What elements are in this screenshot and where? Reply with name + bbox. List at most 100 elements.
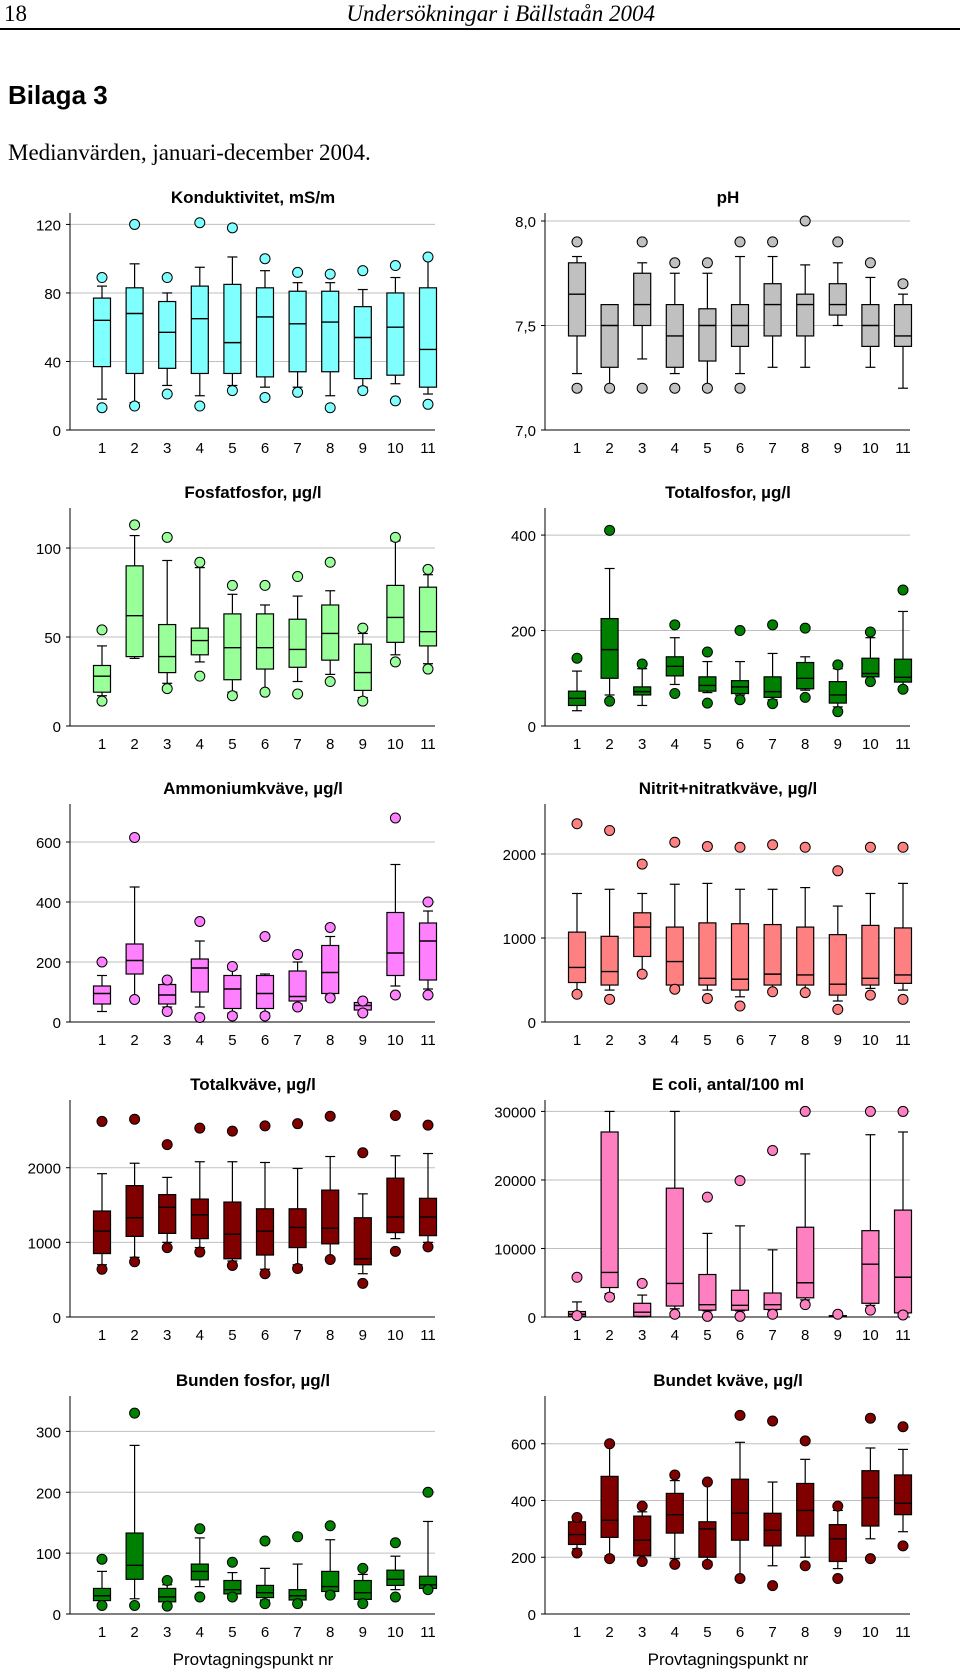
outlier-point (571, 1512, 583, 1524)
outlier-point (799, 1435, 811, 1447)
outlier-point (357, 1147, 369, 1159)
box-11 (893, 278, 913, 389)
outlier-point (799, 987, 811, 999)
running-title: Undersökningar i Bällstaån 2004 (346, 1, 655, 26)
outlier-point (389, 531, 401, 543)
outlier-point (422, 1584, 434, 1596)
box (861, 924, 880, 986)
box-4 (190, 1523, 209, 1603)
box-10 (861, 1412, 880, 1565)
outlier-point (571, 1271, 583, 1283)
box-9 (353, 995, 372, 1019)
outlier-point (324, 402, 336, 414)
box-5 (223, 222, 242, 397)
outlier-point (701, 382, 713, 394)
box-2 (600, 1110, 619, 1303)
outlier-point (161, 1242, 173, 1254)
y-tick-label: 400 (511, 528, 536, 545)
box (255, 1584, 275, 1599)
box-11 (418, 1486, 438, 1596)
x-tick-label: 1 (573, 440, 581, 457)
outlier-point (389, 656, 401, 668)
x-tick-label: 11 (895, 1032, 911, 1049)
y-tick-label: 20000 (494, 1173, 536, 1190)
box-9 (353, 1562, 372, 1610)
outlier-point (897, 584, 909, 596)
outlier-point (292, 949, 304, 960)
box (665, 926, 684, 986)
x-tick-label: 8 (801, 1327, 809, 1344)
x-tick-label: 10 (862, 1032, 879, 1049)
outlier-point (799, 1105, 811, 1117)
outlier-point (767, 1415, 779, 1427)
outlier-point (259, 1010, 271, 1022)
outlier-point (292, 1598, 304, 1610)
box-4 (190, 916, 209, 1023)
outlier-point (226, 690, 238, 702)
box-8 (321, 1110, 340, 1266)
outlier-point (422, 1486, 434, 1498)
outlier-point (636, 1556, 648, 1567)
outlier-point (389, 812, 401, 824)
outlier-point (194, 916, 206, 927)
outlier-point (767, 236, 779, 248)
y-tick-label: 8,0 (515, 214, 536, 231)
outlier-point (422, 251, 434, 263)
box-9 (828, 1500, 847, 1585)
box-4 (665, 257, 684, 394)
x-tick-label: 8 (801, 440, 809, 457)
box (125, 287, 144, 375)
box (796, 1226, 815, 1299)
x-tick-label: 7 (768, 1032, 776, 1049)
y-tick-label: 600 (36, 835, 61, 852)
x-tick-label: 3 (638, 1032, 646, 1049)
outlier-point (571, 1310, 583, 1322)
outlier-point (259, 391, 271, 403)
box-5 (223, 1125, 242, 1271)
box-2 (600, 824, 619, 1005)
box (255, 287, 275, 378)
outlier-point (357, 1277, 369, 1289)
box-6 (255, 1535, 275, 1610)
outlier-point (864, 1105, 876, 1117)
box (893, 1474, 913, 1516)
outlier-point (357, 622, 369, 634)
outlier-point (129, 994, 141, 1005)
x-tick-label: 1 (98, 1624, 106, 1641)
x-tick-label: 7 (293, 1624, 301, 1641)
box (600, 304, 619, 368)
boxplot-panel: 0 10000 20000 30000 E coli, antal/100 ml 1 2 3 4… (494, 1075, 913, 1344)
outlier-point (832, 1308, 844, 1320)
outlier-point (194, 400, 206, 412)
outlier-point (701, 697, 713, 709)
outlier-point (161, 1575, 173, 1587)
outlier-point (734, 1000, 746, 1012)
box-7 (763, 236, 782, 368)
outlier-point (324, 1589, 336, 1601)
box (255, 974, 275, 1010)
y-tick-label: 100 (36, 1546, 61, 1563)
box-4 (665, 836, 684, 995)
x-tick-label: 9 (834, 1327, 842, 1344)
outlier-point (259, 1120, 271, 1132)
box-8 (796, 1105, 815, 1311)
box (92, 1210, 112, 1255)
outlier-point (767, 839, 779, 851)
x-tick-label: 3 (163, 736, 171, 753)
outlier-point (129, 400, 141, 412)
outlier-point (194, 1012, 206, 1023)
outlier-point (571, 1547, 583, 1559)
box-3 (158, 272, 177, 400)
box (158, 1193, 177, 1234)
outlier-point (636, 1277, 648, 1289)
outlier-point (604, 1291, 616, 1303)
box-11 (418, 1119, 438, 1253)
x-tick-label: 11 (895, 1624, 911, 1641)
box-6 (730, 841, 750, 1012)
box-7 (288, 266, 307, 398)
x-tick-label: 9 (359, 1624, 367, 1641)
box (158, 983, 177, 1005)
outlier-point (864, 841, 876, 853)
x-tick-label: 2 (130, 736, 138, 753)
x-tick-label: 9 (359, 1032, 367, 1049)
